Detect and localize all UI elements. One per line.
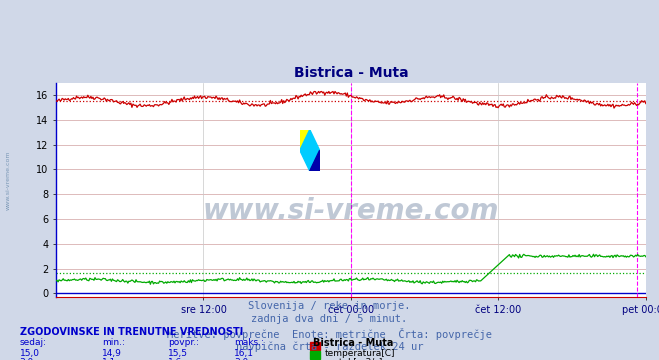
- Text: temperatura[C]: temperatura[C]: [324, 349, 395, 358]
- Text: Slovenija / reke in morje.: Slovenija / reke in morje.: [248, 301, 411, 311]
- Text: 15,5: 15,5: [168, 349, 188, 358]
- Text: povpr.:: povpr.:: [168, 338, 199, 347]
- Polygon shape: [300, 130, 320, 171]
- Text: 16,1: 16,1: [234, 349, 254, 358]
- Text: ZGODOVINSKE IN TRENUTNE VREDNOSTI: ZGODOVINSKE IN TRENUTNE VREDNOSTI: [20, 327, 243, 337]
- Text: 15,0: 15,0: [20, 349, 40, 358]
- Text: 14,9: 14,9: [102, 349, 122, 358]
- Text: 1,6: 1,6: [168, 358, 183, 360]
- Text: maks.:: maks.:: [234, 338, 264, 347]
- Text: min.:: min.:: [102, 338, 125, 347]
- Text: www.si-vreme.com: www.si-vreme.com: [203, 197, 499, 225]
- Text: navpična črta - razdelek 24 ur: navpična črta - razdelek 24 ur: [236, 342, 423, 352]
- Polygon shape: [310, 150, 320, 171]
- Text: 3,0: 3,0: [20, 358, 34, 360]
- Text: Meritve: povprečne  Enote: metrične  Črta: povprečje: Meritve: povprečne Enote: metrične Črta:…: [167, 328, 492, 340]
- Text: pretok[m3/s]: pretok[m3/s]: [324, 358, 383, 360]
- Text: sedaj:: sedaj:: [20, 338, 47, 347]
- Text: www.si-vreme.com: www.si-vreme.com: [5, 150, 11, 210]
- Text: 3,0: 3,0: [234, 358, 248, 360]
- Text: 1,1: 1,1: [102, 358, 117, 360]
- Text: Bistrica - Muta: Bistrica - Muta: [313, 338, 393, 348]
- Text: zadnja dva dni / 5 minut.: zadnja dva dni / 5 minut.: [251, 314, 408, 324]
- Title: Bistrica - Muta: Bistrica - Muta: [294, 66, 408, 80]
- Polygon shape: [300, 130, 310, 150]
